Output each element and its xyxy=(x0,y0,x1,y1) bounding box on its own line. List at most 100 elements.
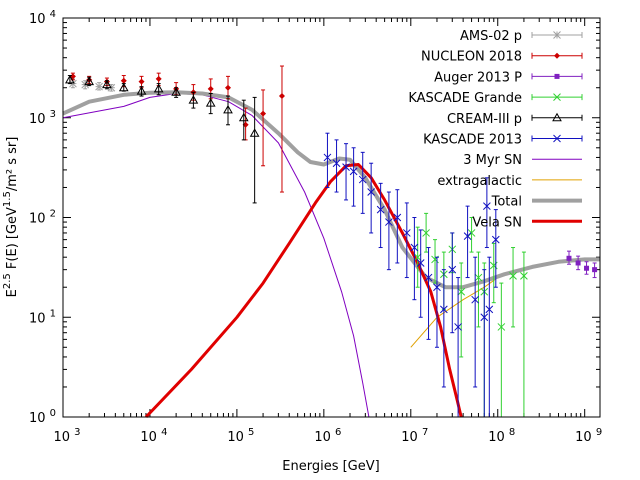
legend-item-extragalactic: extragalactic xyxy=(437,174,582,189)
legend-label: NUCLEON 2018 xyxy=(421,50,522,65)
data-point xyxy=(448,265,457,274)
legend-item-nucleon-2018: NUCLEON 2018 xyxy=(421,50,583,65)
x-tick-label: 10 7 xyxy=(401,427,428,445)
data-point xyxy=(433,283,441,292)
data-point xyxy=(457,287,466,296)
data-point xyxy=(413,253,422,262)
data-point xyxy=(84,76,95,86)
data-point xyxy=(566,255,572,261)
data-point xyxy=(332,159,341,168)
curve-3-myr-sn xyxy=(62,93,370,418)
data-point xyxy=(471,295,480,304)
legend-marker xyxy=(552,112,562,122)
data-point xyxy=(349,167,358,176)
data-point xyxy=(402,229,411,237)
data-point xyxy=(138,78,145,85)
data-point xyxy=(358,175,367,184)
data-point xyxy=(65,74,75,84)
data-point xyxy=(439,305,448,314)
curve-vela-sn xyxy=(144,163,463,419)
data-point xyxy=(278,93,285,100)
data-point xyxy=(393,213,402,222)
data-point xyxy=(136,86,147,95)
data-point xyxy=(592,267,598,273)
legend-label: Vela SN xyxy=(472,215,522,230)
data-point xyxy=(224,84,231,91)
data-point xyxy=(367,188,376,196)
curve-total xyxy=(62,90,600,290)
y-axis-label: E2.5 F(E) [GeV1.5/m² s sr] xyxy=(2,137,20,298)
data-point xyxy=(207,85,214,92)
x-axis-label: Energies [GeV] xyxy=(282,459,379,474)
data-point xyxy=(69,73,76,80)
x-tick-label: 10 5 xyxy=(227,427,254,445)
data-point xyxy=(480,313,489,322)
legend-item-auger-2013-p: Auger 2013 P xyxy=(434,70,583,85)
y-tick-label: 10 0 xyxy=(29,408,56,426)
legend-label: CREAM-III p xyxy=(447,112,522,127)
data-point xyxy=(188,95,199,104)
data-point xyxy=(410,243,419,252)
legend-item-kascade-2013: KASCADE 2013 xyxy=(423,133,583,148)
data-point xyxy=(467,229,476,237)
legend-item-3-myr-sn: 3 Myr SN xyxy=(463,153,582,168)
data-point xyxy=(474,273,483,282)
y-tick-label: 10 4 xyxy=(29,9,56,27)
legend-label: Total xyxy=(491,195,522,210)
x-tick-label: 10 8 xyxy=(488,427,515,445)
plot-series xyxy=(62,65,601,419)
legend-label: AMS-02 p xyxy=(460,29,522,44)
data-point xyxy=(120,77,127,84)
series-total xyxy=(62,90,600,290)
data-point xyxy=(118,82,129,92)
data-point xyxy=(342,163,350,171)
data-point xyxy=(238,112,249,122)
data-point xyxy=(171,87,181,96)
legend-item-ams-02-p: AMS-02 p xyxy=(460,29,583,44)
data-point xyxy=(223,104,233,114)
legend-marker xyxy=(554,73,560,79)
legend-marker xyxy=(553,31,561,39)
x-tick-label: 10 9 xyxy=(575,427,602,445)
series-kascade-grande xyxy=(413,212,528,418)
data-point xyxy=(575,260,581,266)
data-point xyxy=(424,273,433,282)
y-tick-label: 10 3 xyxy=(29,109,56,127)
y-tick-label: 10 1 xyxy=(29,308,56,326)
data-point xyxy=(385,218,393,226)
data-point xyxy=(323,153,332,162)
legend-label: extragalactic xyxy=(437,174,522,189)
x-tick-label: 10 4 xyxy=(140,427,167,445)
data-point xyxy=(584,265,590,271)
series-cream-iii-p xyxy=(65,74,260,204)
y-tick-label: 10 2 xyxy=(29,209,56,227)
legend-marker xyxy=(553,134,561,143)
plot-frame xyxy=(62,17,601,418)
data-point xyxy=(155,75,162,82)
data-point xyxy=(497,323,506,331)
legend-label: 3 Myr SN xyxy=(463,153,522,168)
series-kascade-2013 xyxy=(323,132,500,418)
data-point xyxy=(260,110,267,117)
data-point xyxy=(463,232,472,241)
data-point xyxy=(520,272,528,280)
data-point xyxy=(95,82,103,91)
data-point xyxy=(509,272,517,280)
legend-item-vela-sn: Vela SN xyxy=(472,215,582,230)
legend-label: KASCADE 2013 xyxy=(423,133,522,148)
legend: AMS-02 p NUCLEON 2018 Auger 2013 P KASCADE … xyxy=(408,29,583,230)
plot-grid-ticks: 10 3 10 4 10 5 10 6 10 7 10 8 10 9 10 0 10 1 10 2… xyxy=(29,9,602,445)
data-point xyxy=(153,83,164,93)
data-point xyxy=(249,128,260,137)
legend-item-total: Total xyxy=(491,195,582,210)
legend-item-kascade-grande: KASCADE Grande xyxy=(408,91,583,106)
data-point xyxy=(483,202,491,210)
x-tick-label: 10 6 xyxy=(314,427,341,445)
series-3-myr-sn xyxy=(62,93,370,418)
x-tick-label: 10 3 xyxy=(53,427,80,445)
legend-label: KASCADE Grande xyxy=(408,91,522,106)
data-point xyxy=(491,235,500,244)
series-vela-sn xyxy=(144,163,463,419)
data-point xyxy=(422,229,430,237)
